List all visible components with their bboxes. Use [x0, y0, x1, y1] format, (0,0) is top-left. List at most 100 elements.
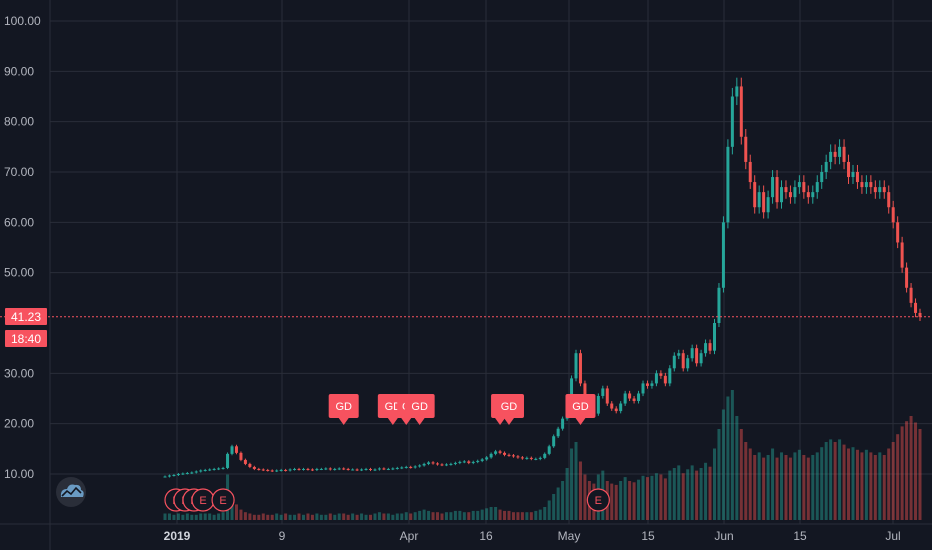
- volume-bar: [668, 470, 672, 520]
- volume-bar: [538, 509, 542, 520]
- y-tick-label: 90.00: [4, 64, 34, 78]
- volume-bar: [918, 429, 922, 520]
- candle-body: [851, 172, 855, 178]
- candle-body: [547, 446, 551, 454]
- volume-bar: [708, 466, 712, 520]
- volume-bar: [905, 421, 909, 520]
- candle-body: [802, 182, 806, 193]
- volume-bar: [310, 514, 314, 520]
- volume-bar: [578, 461, 582, 520]
- x-tick-label: Jul: [885, 529, 900, 543]
- volume-bar: [221, 512, 225, 520]
- candle-body: [498, 451, 502, 453]
- volume-bar: [610, 483, 614, 520]
- volume-bar: [444, 512, 448, 520]
- volume-bar: [806, 457, 810, 520]
- dividend-flags[interactable]: GDGDGGDGGDGD: [328, 394, 596, 425]
- volume-bar: [583, 474, 587, 520]
- dividend-flag[interactable]: GD: [328, 394, 359, 425]
- volume-bar: [427, 510, 431, 520]
- candle-body: [672, 355, 676, 369]
- candle-body: [440, 464, 444, 466]
- x-tick-label: May: [558, 529, 581, 543]
- candle-body: [619, 403, 623, 412]
- candle-body: [234, 446, 238, 453]
- candle-body: [377, 468, 381, 470]
- candle-body: [914, 302, 918, 313]
- volume-bar: [284, 513, 288, 520]
- earnings-marker[interactable]: E: [191, 488, 215, 512]
- bar-countdown: 18:40: [11, 332, 41, 346]
- price-axis[interactable]: 100.00 90.00 80.00 70.00 60.00 50.00 30.00 20.0…: [4, 14, 41, 481]
- dividend-flag-pointer: [387, 418, 398, 425]
- candle-body: [351, 469, 355, 471]
- volume-bar: [503, 510, 507, 520]
- candle-body: [918, 312, 922, 317]
- volume-bar: [346, 514, 350, 520]
- candle-body: [337, 468, 341, 470]
- candle-body: [462, 461, 466, 463]
- volume-bar: [695, 470, 699, 520]
- candle-body: [315, 468, 319, 470]
- x-tick-label: 15: [641, 529, 655, 543]
- candle-body: [552, 436, 556, 447]
- candle-body: [520, 457, 524, 459]
- volume-bar: [234, 504, 238, 520]
- volume-bar: [574, 442, 578, 520]
- dividend-flag[interactable]: GD: [404, 394, 435, 425]
- candle-body: [257, 468, 261, 470]
- dividend-flag[interactable]: GD: [565, 394, 596, 425]
- volume-bar: [172, 514, 176, 520]
- candle-body: [409, 466, 413, 468]
- volume-bar: [847, 448, 851, 520]
- volume-bar: [561, 481, 565, 520]
- volume-bar: [391, 514, 395, 520]
- volume-bar: [766, 455, 770, 520]
- volume-bar: [404, 512, 408, 520]
- volume-bar: [351, 513, 355, 520]
- volume-bar: [449, 512, 453, 520]
- candle-body: [453, 462, 457, 464]
- volume-bar: [534, 510, 538, 520]
- candle-body: [574, 353, 578, 379]
- dividend-flag[interactable]: GD: [493, 394, 524, 425]
- time-axis[interactable]: 2019 9 Apr 16 May 15 Jun 15 Jul: [164, 529, 901, 543]
- candle-body: [194, 471, 198, 473]
- volume-bar: [400, 513, 404, 520]
- candle-body: [306, 468, 310, 470]
- volume-bar: [838, 439, 842, 520]
- candle-body: [869, 182, 873, 188]
- earnings-marker[interactable]: E: [211, 488, 235, 512]
- volume-bar: [480, 509, 484, 520]
- candle-body: [712, 323, 716, 351]
- earnings-marker[interactable]: E: [586, 488, 610, 512]
- candle-body: [319, 468, 323, 470]
- volume-bar: [440, 513, 444, 520]
- y-tick-label: 20.00: [4, 417, 34, 431]
- earnings-markers[interactable]: EEEEEE: [164, 488, 610, 512]
- volume-bar: [842, 444, 846, 520]
- x-tick-label: 16: [479, 529, 493, 543]
- candle-body: [668, 368, 672, 384]
- candle-body: [811, 192, 815, 198]
- volume-bar: [476, 510, 480, 520]
- candle-body: [686, 358, 690, 369]
- candle-body: [882, 187, 886, 193]
- candle-body: [534, 458, 538, 460]
- candle-body: [525, 457, 529, 459]
- y-tick-label: 70.00: [4, 165, 34, 179]
- candle-body: [659, 373, 663, 376]
- candle-body: [735, 86, 739, 97]
- candle-body: [873, 187, 877, 193]
- earnings-marker-label: E: [595, 495, 602, 507]
- volume-bar: [570, 448, 574, 520]
- cloud-chart-icon[interactable]: [56, 477, 86, 507]
- volume-bar: [212, 514, 216, 520]
- candle-body: [561, 418, 565, 429]
- dividend-flag-pointer: [575, 418, 586, 425]
- candle-body: [704, 343, 708, 354]
- candle-body: [556, 428, 560, 437]
- volume-bar: [453, 510, 457, 520]
